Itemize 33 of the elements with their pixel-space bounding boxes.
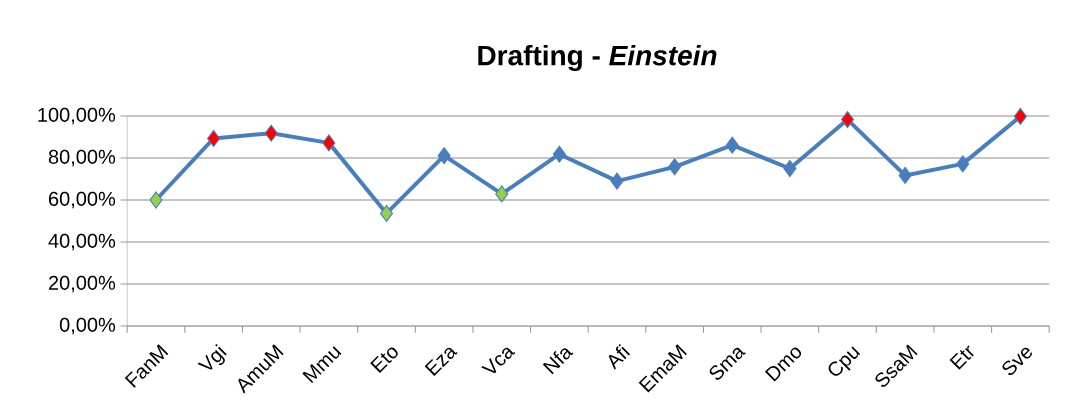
- point: [207, 129, 221, 148]
- y-tick-label: 60,00%: [49, 191, 116, 209]
- x-tick-label: Eza: [424, 347, 458, 377]
- y-tick-label: 40,00%: [48, 233, 116, 251]
- point: [898, 166, 912, 184]
- x-tick-label: Vca: [481, 347, 516, 374]
- point: [495, 185, 509, 203]
- point: [264, 124, 278, 142]
- point: [322, 134, 336, 152]
- chart-title: Drafting - Einstein: [478, 44, 717, 72]
- point: [956, 155, 970, 173]
- point: [783, 159, 797, 178]
- point: [725, 136, 739, 154]
- x-tick-label: Afi: [608, 344, 631, 370]
- y-tick-label: 20,00%: [48, 275, 116, 293]
- x-tick-label: Etr: [949, 345, 974, 370]
- x-tick-label: Nfa: [542, 348, 574, 375]
- point: [1013, 107, 1027, 125]
- point: [437, 147, 451, 165]
- x-tick-label: Cpu: [828, 346, 861, 376]
- point: [379, 204, 394, 222]
- y-tick-label: 100,00%: [38, 107, 116, 125]
- y-tick-label: 0,00%: [59, 317, 116, 335]
- point: [552, 145, 566, 163]
- x-tick-label: Eto: [370, 347, 398, 373]
- point: [668, 158, 682, 176]
- x-tick-label: Vgi: [197, 344, 227, 370]
- y-tick-label: 80,00%: [48, 149, 116, 167]
- x-tick-label: Sve: [1002, 347, 1032, 376]
- point: [610, 172, 624, 190]
- point: [149, 191, 163, 209]
- x-tick-label: Sma: [709, 347, 746, 380]
- point: [840, 111, 855, 129]
